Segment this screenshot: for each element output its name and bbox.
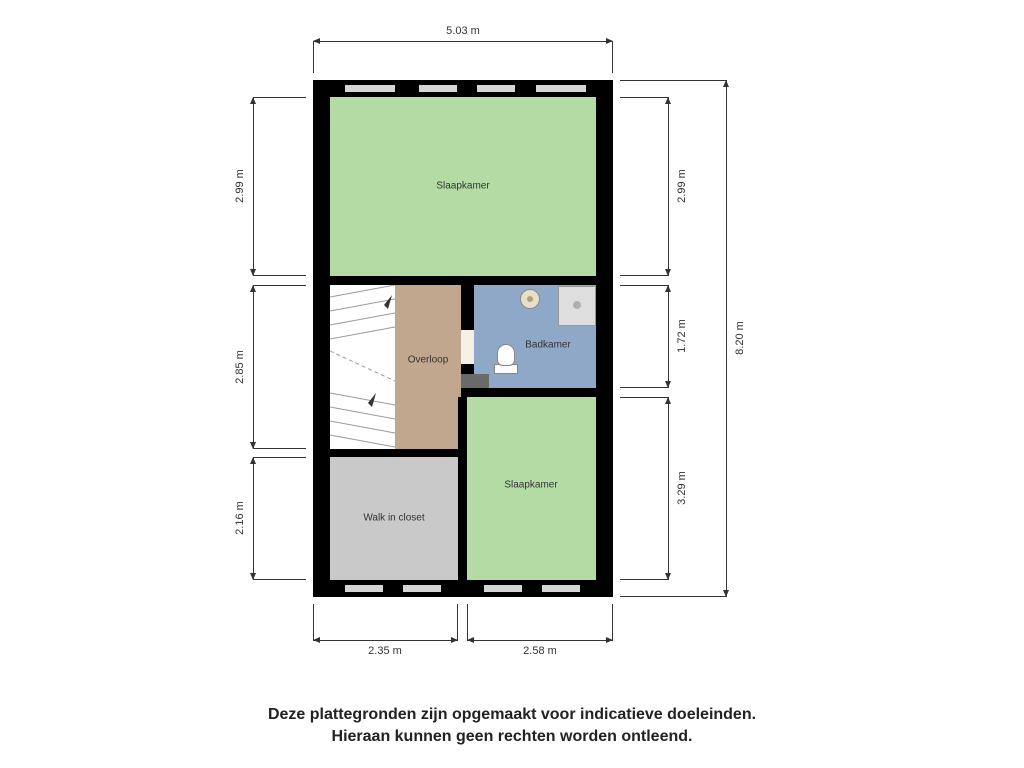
dim-br-w2 bbox=[612, 604, 613, 640]
dim-top-al bbox=[313, 38, 320, 44]
win-b1 bbox=[345, 585, 383, 592]
dim-bl-w1 bbox=[313, 604, 314, 640]
dim-ro-w2 bbox=[620, 596, 726, 597]
dim-l1-w2 bbox=[253, 275, 306, 276]
win-b4 bbox=[542, 585, 580, 592]
iw-6 bbox=[330, 449, 458, 457]
label-walk-in-closet: Walk in closet bbox=[363, 513, 424, 524]
dim-r1-line bbox=[668, 97, 669, 276]
dim-top-w1 bbox=[313, 41, 314, 73]
stairs-icon bbox=[330, 285, 395, 449]
dim-top-label: 5.03 m bbox=[446, 25, 480, 37]
dim-l2-au bbox=[250, 285, 256, 292]
dim-bl-label: 2.35 m bbox=[368, 645, 402, 657]
dim-l1-label: 2.99 m bbox=[234, 169, 246, 203]
dim-r3-w1 bbox=[620, 397, 668, 398]
dim-br-w1 bbox=[467, 604, 468, 640]
win-t1 bbox=[345, 85, 395, 92]
dim-l1-line bbox=[253, 97, 254, 276]
dim-l3-au bbox=[250, 457, 256, 464]
dim-r1-w1 bbox=[620, 97, 668, 98]
dim-l2-line bbox=[253, 285, 254, 449]
iw-4 bbox=[461, 388, 596, 397]
dim-r1-label: 2.99 m bbox=[676, 169, 688, 203]
fixture-sink-hole bbox=[527, 296, 533, 302]
dim-l3-line bbox=[253, 457, 254, 580]
dim-top-line bbox=[313, 41, 613, 42]
dim-r2-au bbox=[665, 285, 671, 292]
label-slaapkamer-top: Slaapkamer bbox=[436, 181, 489, 192]
floorplan-canvas: Slaapkamer Overloop Badkamer Slaapkamer … bbox=[0, 0, 1024, 768]
dim-r2-label: 1.72 m bbox=[676, 319, 688, 353]
dim-r2-w1 bbox=[620, 285, 668, 286]
dim-l2-w1 bbox=[253, 285, 306, 286]
dim-bl-w2 bbox=[457, 604, 458, 640]
dim-r2-line bbox=[668, 285, 669, 388]
dim-l3-w1 bbox=[253, 457, 306, 458]
dim-l1-au bbox=[250, 97, 256, 104]
win-t3 bbox=[477, 85, 515, 92]
dim-ro-label: 8.20 m bbox=[734, 321, 746, 355]
caption-line1: Deze plattegronden zijn opgemaakt voor i… bbox=[268, 706, 756, 723]
iw-2 bbox=[461, 285, 474, 330]
room-overloop bbox=[395, 285, 461, 449]
dim-r3-au bbox=[665, 397, 671, 404]
caption: Deze plattegronden zijn opgemaakt voor i… bbox=[0, 704, 1024, 747]
dim-r3-w2 bbox=[620, 579, 668, 580]
label-overloop: Overloop bbox=[408, 355, 449, 366]
dim-br-line bbox=[467, 640, 613, 641]
dim-br-al bbox=[467, 637, 474, 643]
dim-l3-w2 bbox=[253, 579, 306, 580]
dim-l2-w2 bbox=[253, 448, 306, 449]
label-slaapkamer-br: Slaapkamer bbox=[504, 480, 557, 491]
dim-bl-al bbox=[313, 637, 320, 643]
label-badkamer: Badkamer bbox=[525, 340, 571, 351]
dim-r3-label: 3.29 m bbox=[676, 471, 688, 505]
win-b2 bbox=[403, 585, 441, 592]
dim-r3-line bbox=[668, 397, 669, 580]
dim-top-w2 bbox=[612, 41, 613, 73]
dim-r2-w2 bbox=[620, 387, 668, 388]
iw-5 bbox=[458, 397, 467, 580]
win-t2 bbox=[419, 85, 457, 92]
dim-r1-au bbox=[665, 97, 671, 104]
dim-l1-w1 bbox=[253, 97, 306, 98]
dim-ro-au bbox=[723, 80, 729, 87]
caption-line2: Hieraan kunnen geen rechten worden ontle… bbox=[332, 728, 693, 745]
iw-1 bbox=[330, 276, 596, 285]
dim-l3-label: 2.16 m bbox=[234, 501, 246, 535]
dim-l2-label: 2.85 m bbox=[234, 350, 246, 384]
fixture-shower-drain bbox=[573, 301, 581, 309]
dim-br-label: 2.58 m bbox=[523, 645, 557, 657]
dim-ro-line bbox=[726, 80, 727, 597]
win-b3 bbox=[484, 585, 522, 592]
dim-bl-line bbox=[313, 640, 458, 641]
iw-pillar bbox=[461, 374, 489, 388]
fixture-toilet-bowl bbox=[497, 344, 515, 366]
dim-ro-w1 bbox=[620, 80, 726, 81]
dim-r1-w2 bbox=[620, 275, 668, 276]
win-t4 bbox=[536, 85, 586, 92]
